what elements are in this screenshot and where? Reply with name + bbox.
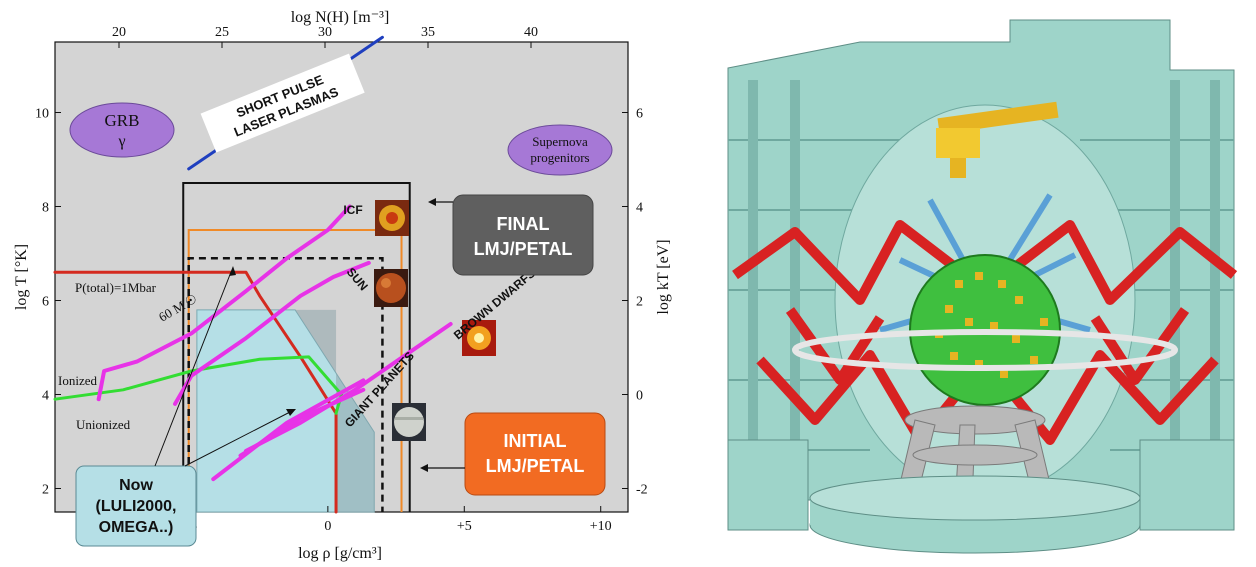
supernova-label-2: progenitors — [530, 150, 589, 165]
sun-image — [374, 269, 408, 307]
now-region-dense — [295, 309, 375, 512]
giant-planet-image — [392, 403, 426, 441]
chamber-stand-icon — [894, 405, 1056, 506]
pressure-label: P(total)=1Mbar — [75, 280, 157, 295]
series-line-3 — [96, 204, 352, 402]
grb-gamma-label: γ — [117, 133, 125, 150]
x-tick-label-2: +5 — [457, 519, 472, 534]
y-tick-label-1: 4 — [42, 389, 49, 404]
now-arrow-1 — [154, 271, 232, 467]
y2-tick-label-3: 4 — [636, 201, 643, 216]
base-platform-top — [809, 475, 1141, 521]
supernova-label: Supernova — [532, 134, 588, 149]
series-line-6 — [211, 378, 366, 482]
y2-tick-label-4: 6 — [636, 107, 643, 122]
ionized-label: Ionized — [58, 373, 97, 388]
y-axis-label: log T [°K] — [13, 244, 30, 310]
grb-ellipse — [69, 102, 175, 158]
initial-lmj-box — [464, 412, 606, 496]
facility-cutaway-icon — [727, 19, 1238, 554]
y-tick-label-4: 10 — [35, 107, 49, 122]
y-tick-label-3: 8 — [42, 201, 49, 216]
chamber-equator — [792, 329, 1178, 371]
final-line2: LMJ/PETAL — [474, 239, 573, 259]
y-tick-label-0: 2 — [42, 483, 49, 498]
now-line3: OMEGA..) — [99, 519, 174, 536]
x2-tick-label-0: 20 — [112, 25, 126, 40]
now-arrow-2 — [184, 411, 291, 467]
crane-icon — [936, 101, 1059, 178]
front-wall-left — [727, 439, 809, 531]
x2-tick-label-1: 25 — [215, 25, 229, 40]
supernova-ellipse — [507, 124, 613, 176]
y-tick-label-2: 6 — [42, 295, 49, 310]
x2-axis-label: log N(H) [m⁻³] — [291, 9, 390, 26]
now-box — [75, 465, 197, 547]
now-region — [196, 309, 375, 513]
front-wall-right — [1139, 439, 1235, 531]
chamber-ports — [935, 272, 1048, 378]
unionized-label: Unionized — [76, 417, 131, 432]
grb-label: GRB — [105, 111, 140, 130]
final-line1: FINAL — [497, 214, 550, 234]
initial-line1: INITIAL — [504, 431, 567, 451]
final-arrow-head — [428, 198, 436, 206]
building-columns — [748, 80, 1220, 500]
x2-tick-label-2: 30 — [318, 25, 332, 40]
now-arrow-2-head — [286, 409, 296, 416]
x2-tick-label-3: 35 — [421, 25, 435, 40]
initial-arrow-head — [420, 464, 428, 472]
now-arrow-1-head — [229, 266, 236, 276]
x2-tick-label-4: 40 — [524, 25, 538, 40]
icf-label: ICF — [343, 203, 362, 217]
series-line-5 — [244, 322, 453, 453]
now-line1: Now — [119, 477, 153, 494]
brown-dwarf-image — [462, 320, 496, 356]
final-lmj-box — [452, 194, 594, 276]
x-tick-label-3: +10 — [590, 519, 612, 534]
icf-image — [375, 200, 409, 236]
y2-tick-label-0: -2 — [636, 483, 648, 498]
y2-tick-label-1: 0 — [636, 389, 643, 404]
series-line-1 — [53, 270, 338, 514]
x-tick-label-1: 0 — [324, 519, 331, 534]
now-line2: (LULI2000, — [96, 498, 177, 515]
x-axis-label: log ρ [g/cm³] — [298, 545, 382, 562]
y2-axis-label: log kT [eV] — [655, 239, 672, 314]
y2-tick-label-2: 2 — [636, 295, 643, 310]
initial-line2: LMJ/PETAL — [486, 456, 585, 476]
series-line-7 — [238, 387, 366, 458]
